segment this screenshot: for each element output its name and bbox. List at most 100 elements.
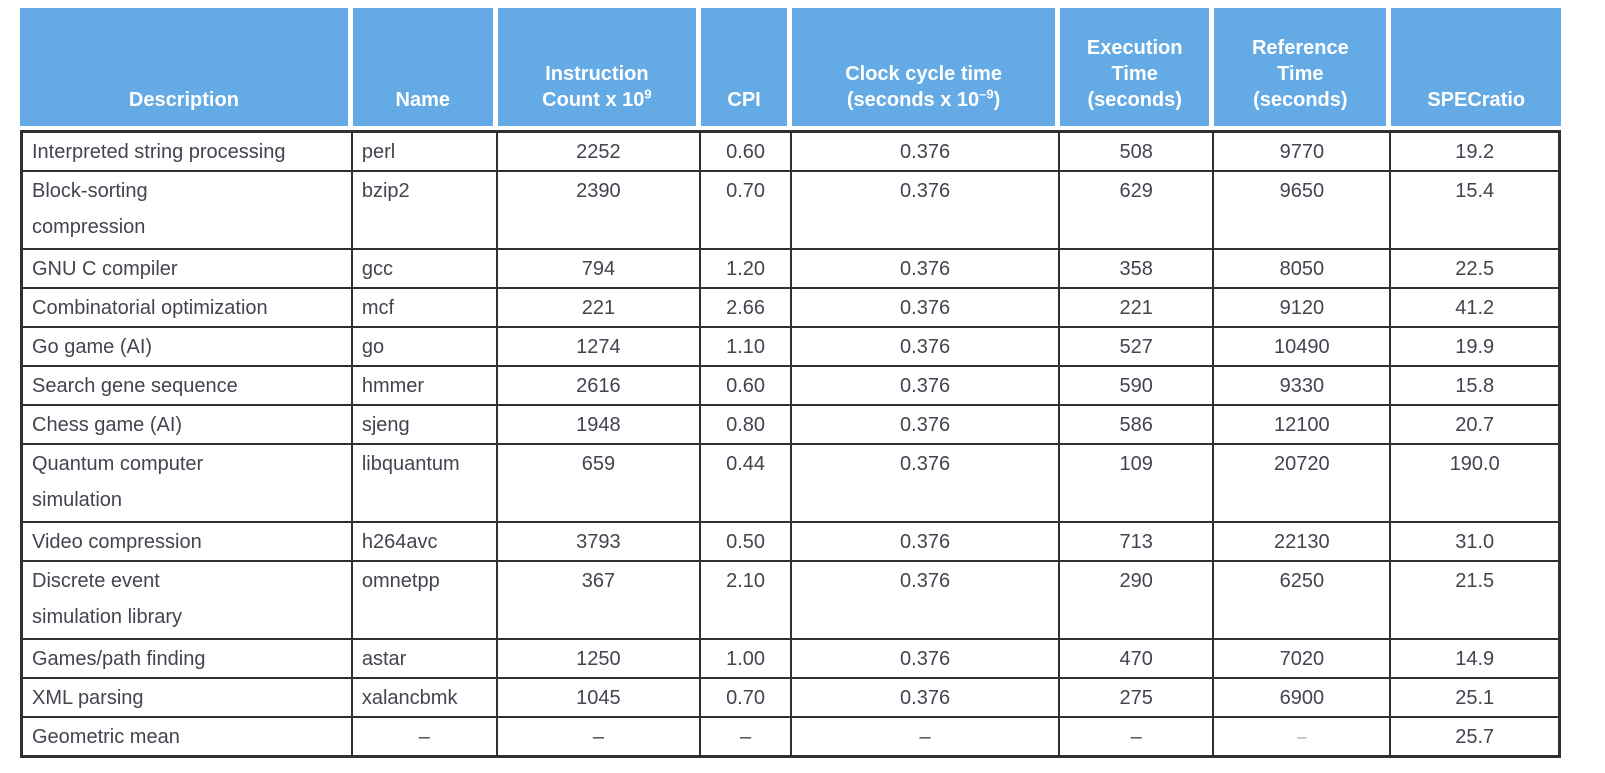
cell-instruction_count: 221 (497, 289, 702, 328)
cell-name: hmmer (352, 367, 498, 406)
cell-description: XML parsing (20, 679, 353, 718)
column-header-name: Name (352, 8, 498, 130)
cell-reference_time: 10490 (1214, 328, 1392, 367)
cell-clock_cycle_time: 0.376 (792, 406, 1061, 445)
cell-cpi: 2.10 (701, 562, 793, 640)
cell-name: perl (352, 130, 498, 172)
cell-name: – (352, 718, 498, 758)
cell-specratio: 25.7 (1391, 718, 1561, 758)
table-header: Description Name Instruction Count x 109 CPI… (20, 8, 1561, 130)
cell-execution_time: 290 (1060, 562, 1215, 640)
cell-clock_cycle_time: 0.376 (792, 562, 1061, 640)
cell-clock_cycle_time: 0.376 (792, 523, 1061, 562)
cell-reference_time: 12100 (1214, 406, 1392, 445)
cell-instruction_count: 794 (497, 250, 702, 289)
cell-reference_time: 9120 (1214, 289, 1392, 328)
cell-cpi: 0.80 (701, 406, 793, 445)
cell-specratio: 41.2 (1391, 289, 1561, 328)
cell-description: Combinatorial optimization (20, 289, 353, 328)
table-row-go: Go game (AI) go 1274 1.10 0.376 527 10490 19.9 (20, 328, 1561, 367)
table-row-libquantum: Quantum computer simulation libquantum 659 0… (20, 445, 1561, 523)
table-row-astar: Games/path finding astar 1250 1.00 0.376 470 7… (20, 640, 1561, 679)
cell-instruction_count: 1045 (497, 679, 702, 718)
cell-specratio: 190.0 (1391, 445, 1561, 523)
cell-description: Search gene sequence (20, 367, 353, 406)
cell-description: Video compression (20, 523, 353, 562)
table-row-h264avc: Video compression h264avc 3793 0.50 0.376 713… (20, 523, 1561, 562)
cell-reference_time: 20720 (1214, 445, 1392, 523)
column-header-cpi: CPI (701, 8, 793, 130)
cell-instruction_count: 1250 (497, 640, 702, 679)
cell-name: go (352, 328, 498, 367)
cell-name: libquantum (352, 445, 498, 523)
cell-cpi: 0.70 (701, 172, 793, 250)
cell-instruction_count: 2252 (497, 130, 702, 172)
cell-execution_time: 358 (1060, 250, 1215, 289)
cell-description: Geometric mean (20, 718, 353, 758)
column-header-execution_time: Execution Time (seconds) (1060, 8, 1215, 130)
cell-clock_cycle_time: 0.376 (792, 367, 1061, 406)
cell-name: h264avc (352, 523, 498, 562)
column-header-instruction_count: Instruction Count x 109 (497, 8, 702, 130)
cell-instruction_count: 659 (497, 445, 702, 523)
cell-execution_time: – (1060, 718, 1215, 758)
cell-specratio: 21.5 (1391, 562, 1561, 640)
cell-description: Block-sorting compression (20, 172, 353, 250)
cell-instruction_count: 2390 (497, 172, 702, 250)
cell-name: sjeng (352, 406, 498, 445)
cell-instruction_count: – (497, 718, 702, 758)
cell-execution_time: 586 (1060, 406, 1215, 445)
cell-clock_cycle_time: 0.376 (792, 445, 1061, 523)
table-row-xalancbmk: XML parsing xalancbmk 1045 0.70 0.376 275 6900… (20, 679, 1561, 718)
cell-reference_time: 9650 (1214, 172, 1392, 250)
cell-name: gcc (352, 250, 498, 289)
cell-reference_time: – (1214, 718, 1392, 758)
cell-cpi: 1.10 (701, 328, 793, 367)
cell-specratio: 22.5 (1391, 250, 1561, 289)
table-row-geometric-mean: Geometric mean – – – – – –25.7 (20, 718, 1561, 758)
table-row-mcf: Combinatorial optimization mcf 221 2.66 0.37… (20, 289, 1561, 328)
cell-description: GNU C compiler (20, 250, 353, 289)
cell-execution_time: 109 (1060, 445, 1215, 523)
cell-clock_cycle_time: – (792, 718, 1061, 758)
cell-specratio: 31.0 (1391, 523, 1561, 562)
cell-name: xalancbmk (352, 679, 498, 718)
cell-cpi: 0.50 (701, 523, 793, 562)
cell-cpi: 1.00 (701, 640, 793, 679)
cell-clock_cycle_time: 0.376 (792, 172, 1061, 250)
cell-reference_time: 6900 (1214, 679, 1392, 718)
spec-benchmark-table: Description Name Instruction Count x 109 CPI… (20, 8, 1561, 758)
cell-cpi: 0.44 (701, 445, 793, 523)
cell-cpi: 0.70 (701, 679, 793, 718)
cell-specratio: 19.9 (1391, 328, 1561, 367)
cell-specratio: 25.1 (1391, 679, 1561, 718)
table-body: Interpreted string processing perl 2252 0.6… (20, 130, 1561, 758)
cell-reference_time: 9330 (1214, 367, 1392, 406)
cell-clock_cycle_time: 0.376 (792, 289, 1061, 328)
cell-cpi: 2.66 (701, 289, 793, 328)
cell-specratio: 20.7 (1391, 406, 1561, 445)
column-header-clock_cycle_time: Clock cycle time (seconds x 10–9) (792, 8, 1061, 130)
cell-name: astar (352, 640, 498, 679)
table-row-omnetpp: Discrete event simulation library omnetpp 3… (20, 562, 1561, 640)
column-header-description: Description (20, 8, 353, 130)
table-row-bzip2: Block-sorting compression bzip2 2390 0.70 0.3… (20, 172, 1561, 250)
cell-specratio: 15.4 (1391, 172, 1561, 250)
cell-instruction_count: 3793 (497, 523, 702, 562)
cell-execution_time: 590 (1060, 367, 1215, 406)
cell-instruction_count: 367 (497, 562, 702, 640)
header-row: Description Name Instruction Count x 109 CPI… (20, 8, 1561, 130)
cell-description: Quantum computer simulation (20, 445, 353, 523)
cell-description: Games/path finding (20, 640, 353, 679)
cell-description: Chess game (AI) (20, 406, 353, 445)
cell-execution_time: 713 (1060, 523, 1215, 562)
table-row-hmmer: Search gene sequence hmmer 2616 0.60 0.376 59… (20, 367, 1561, 406)
cell-clock_cycle_time: 0.376 (792, 679, 1061, 718)
cell-specratio: 19.2 (1391, 130, 1561, 172)
cell-execution_time: 470 (1060, 640, 1215, 679)
table-row-sjeng: Chess game (AI) sjeng 1948 0.80 0.376 586 1210… (20, 406, 1561, 445)
cell-clock_cycle_time: 0.376 (792, 130, 1061, 172)
cell-execution_time: 527 (1060, 328, 1215, 367)
column-header-reference_time: Reference Time (seconds) (1214, 8, 1392, 130)
